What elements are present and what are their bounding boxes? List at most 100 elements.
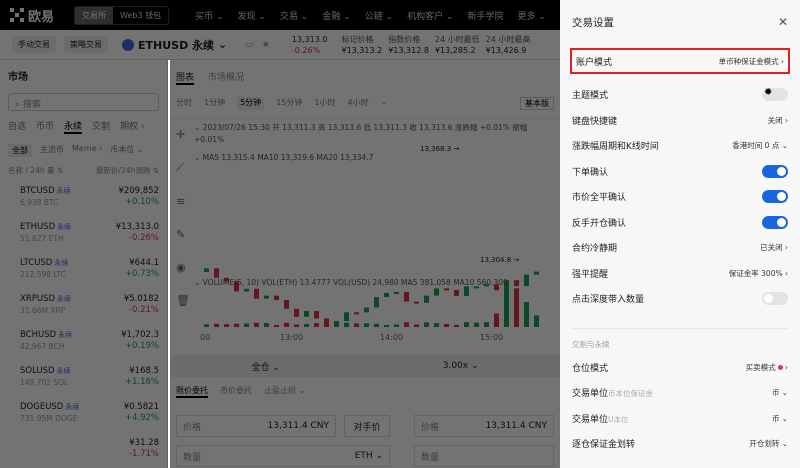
setting-row[interactable]: 仓位模式 买卖模式 › xyxy=(572,362,788,374)
setting-row[interactable]: 交易单位U本位 币 ⌄ xyxy=(572,406,788,432)
interval-4[interactable]: 1小时 xyxy=(314,98,336,107)
setting-row[interactable]: 合约冷静期 已关闭 › xyxy=(572,235,788,261)
trash-icon[interactable]: 🗑 xyxy=(176,294,190,307)
close-icon[interactable]: ✕ xyxy=(777,15,788,29)
sort-name[interactable]: 名称 / 24h 量 ⇅ xyxy=(8,166,64,175)
symbol-selector[interactable]: ETHUSD 永续 ⌄ xyxy=(122,37,227,53)
buy-quantity-input[interactable]: 数量 ETH ⌄ xyxy=(176,445,390,467)
nav-item[interactable]: 买币 ⌄ xyxy=(195,11,224,22)
market-tab[interactable]: 币币 xyxy=(36,122,55,132)
setting-row[interactable]: 强平提醒 保证金率 300% › xyxy=(572,261,788,287)
market-filter[interactable]: Meme › xyxy=(72,144,103,153)
sell-price-input[interactable]: 价格 13,311.4 CNY xyxy=(414,415,554,437)
market-list-item[interactable]: XRPUSD 永续 31.66M XRP ¥5.0182 -0.21% xyxy=(8,294,159,330)
toggle-switch[interactable] xyxy=(762,190,788,204)
interval-1[interactable]: 1分钟 xyxy=(204,98,226,107)
volume-bar xyxy=(524,302,529,327)
market-list-item[interactable]: DOGEUSD 永续 731.95M DOGE ¥0.5821 +4.92% xyxy=(8,402,159,438)
market-filter[interactable]: 币本位 ⌄ xyxy=(110,145,144,154)
price: ¥168.5 xyxy=(129,366,159,376)
market-tab[interactable]: 期权 › xyxy=(120,122,145,132)
nav-item[interactable]: 金融 ⌄ xyxy=(322,11,351,22)
setting-row[interactable]: 下单确认 xyxy=(572,159,788,185)
crosshair-icon[interactable]: ✛ xyxy=(176,128,186,141)
market-tab[interactable]: 交割 xyxy=(92,122,111,132)
star-icon[interactable]: ★ xyxy=(261,39,270,50)
market-filter[interactable]: 主流币 xyxy=(40,145,64,154)
setting-row[interactable]: 反手开仓确认 xyxy=(572,210,788,236)
basic-view-button[interactable]: 基本版 xyxy=(520,97,554,110)
theme-toggle[interactable] xyxy=(762,87,788,102)
nav-item[interactable]: 新手学院 xyxy=(467,11,504,22)
tab-exchange[interactable]: 交易所 xyxy=(75,6,114,24)
market-list-item[interactable]: LTCUSD 永续 212,598 LTC ¥644.1 +0.73% xyxy=(8,258,159,294)
leverage-select[interactable]: 3.00x ⌄ xyxy=(442,361,479,371)
tab-web3-wallet[interactable]: Web3 钱包 xyxy=(120,10,162,20)
strategy-trade-button[interactable]: 策略交易 xyxy=(64,36,108,53)
toggle-switch[interactable] xyxy=(762,215,788,229)
stat-0: 标记价格 ¥13,313.2 xyxy=(341,34,382,56)
counterparty-price-button[interactable]: 对手价 xyxy=(344,415,390,437)
nav-item[interactable]: 更多 ⌄ xyxy=(517,11,546,22)
market-list-item[interactable]: SOLUSD 永续 149,702 SOL ¥168.5 +1.16% xyxy=(8,366,159,402)
setting-row[interactable]: 主题模式 xyxy=(572,82,788,108)
account-mode-row[interactable]: 账户模式 单币种保证金模式 › xyxy=(570,48,790,74)
setting-row[interactable]: 市价全平确认 xyxy=(572,184,788,210)
margin-mode-select[interactable]: 全仓 ⌄ xyxy=(251,362,280,373)
setting-value: 保证金率 300% › xyxy=(728,268,788,278)
market-list-item[interactable]: BCHUSD 永续 42,967 BCH ¥1,702.3 +0.19% xyxy=(8,330,159,366)
interval-6[interactable]: ⌄ xyxy=(380,97,388,106)
setting-value: 单币种保证金模式 › xyxy=(718,56,784,66)
toggle-switch[interactable] xyxy=(762,164,788,178)
market-filter[interactable]: 全部 xyxy=(8,144,32,157)
volume-bar xyxy=(504,289,509,327)
sell-quantity-input[interactable]: 数量 xyxy=(414,445,554,467)
tab-limit-order[interactable]: 限价委托 xyxy=(176,385,208,398)
nav-item[interactable]: 交易 ⌄ xyxy=(279,11,309,22)
tab-chart[interactable]: 图表 xyxy=(176,70,195,85)
setting-row[interactable]: 键盘快捷键 关闭 › xyxy=(572,108,788,134)
tab-market-order[interactable]: 市价委托 xyxy=(220,386,252,395)
market-tab[interactable]: 永续 xyxy=(64,119,83,134)
market-list-item[interactable]: ¥31.28 -1.71% xyxy=(8,438,159,468)
interval-5[interactable]: 4小时 xyxy=(347,98,369,107)
tab-tpsl[interactable]: 止盈止损 ⌄ xyxy=(264,386,306,395)
market-search-input[interactable]: ⌕ 搜索 xyxy=(8,93,159,111)
interval-3[interactable]: 15分钟 xyxy=(276,98,303,107)
volume: 51,827 ETH xyxy=(20,234,64,243)
eye-icon[interactable]: ◉ xyxy=(176,261,186,274)
stat-value: ¥13,312.8 xyxy=(388,45,429,55)
sort-price[interactable]: 最新价/24h涨跌 ⇅ xyxy=(96,166,159,175)
candlestick-chart[interactable] xyxy=(198,152,558,332)
nav-item[interactable]: 公链 ⌄ xyxy=(364,11,394,22)
tab-market-overview[interactable]: 市场概况 xyxy=(208,73,245,83)
setting-row[interactable]: 逐仓保证金划转 开仓划转 ⌄ xyxy=(572,431,788,457)
nav-item[interactable]: 发现 ⌄ xyxy=(237,11,266,22)
symbol: ETHUSD xyxy=(20,222,56,232)
logo[interactable]: 欧易 xyxy=(10,6,54,25)
candle xyxy=(474,286,479,289)
setting-row[interactable]: 交易单位币本位保证金 币 ⌄ xyxy=(572,380,788,406)
symbol: DOGEUSD xyxy=(20,402,64,412)
candle xyxy=(424,295,429,303)
market-tab[interactable]: 自选 xyxy=(8,122,27,132)
setting-row[interactable]: 点击深度带入数量 xyxy=(572,286,788,312)
setting-row[interactable]: 涨跌幅周期和K线时间 香港时间 0 点 ⌄ xyxy=(572,133,788,159)
stat-label: 指数价格 xyxy=(388,34,421,44)
interval-2[interactable]: 5分钟 xyxy=(237,97,265,110)
fib-tool-icon[interactable]: ≡ xyxy=(176,195,186,208)
dimmed-background[interactable]: 欧易 交易所 Web3 钱包 买币 ⌄ 发现 ⌄ 交易 ⌄ 金融 ⌄ 公链 ⌄ 机构客户 ⌄… xyxy=(0,0,560,468)
nav-item[interactable]: 机构客户 ⌄ xyxy=(407,11,454,22)
volume-bar xyxy=(444,324,449,327)
toggle-switch[interactable] xyxy=(762,292,788,306)
time-tick: 00 xyxy=(200,333,211,342)
brush-icon[interactable]: ✎ xyxy=(176,228,186,241)
market-list-item[interactable]: BTCUSD 永续 6,938 BTC ¥209,852 +0.10% xyxy=(8,186,159,222)
quantity-unit[interactable]: ETH ⌄ xyxy=(354,451,383,461)
market-list-item[interactable]: ETHUSD 永续 51,827 ETH ¥13,313.0 -0.26% xyxy=(8,222,159,258)
manual-trade-button[interactable]: 手动交易 xyxy=(12,36,56,53)
line-tool-icon[interactable]: ⟋ xyxy=(176,161,184,174)
interval-0[interactable]: 分时 xyxy=(176,98,192,107)
buy-price-input[interactable]: 价格 13,311.4 CNY xyxy=(176,415,336,437)
info-icon[interactable]: ▭ xyxy=(245,39,254,50)
